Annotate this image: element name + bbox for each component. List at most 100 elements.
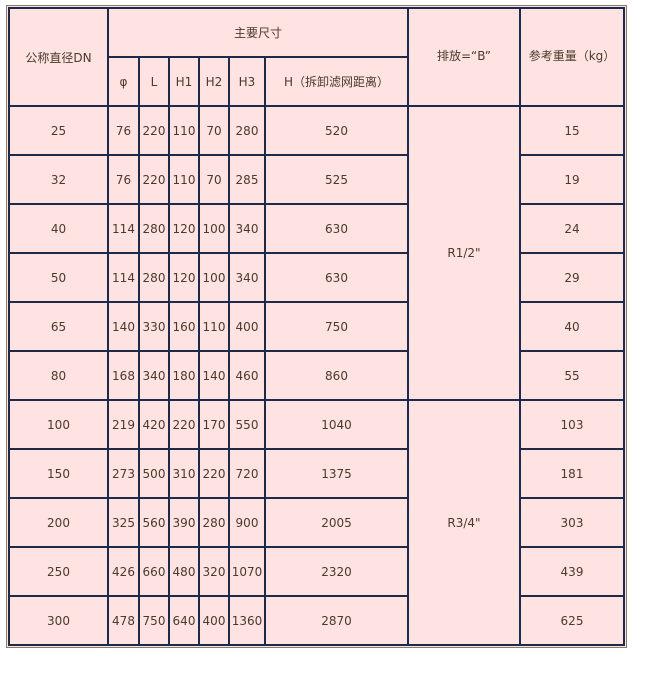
cell-H1: 220 [168,399,200,450]
cell-H2: 400 [198,595,230,646]
table-row: 40 114 280 120 100 340 630 24 [8,203,625,254]
cell-H: 1040 [264,399,409,450]
cell-H3: 285 [228,154,266,205]
cell-phi: 219 [107,399,140,450]
cell-H3: 460 [228,350,266,401]
cell-H3: 1070 [228,546,266,597]
cell-dn: 150 [8,448,109,499]
cell-weight: 29 [519,252,625,303]
cell-H1: 120 [168,252,200,303]
cell-L: 660 [138,546,170,597]
cell-weight: 40 [519,301,625,352]
cell-H1: 480 [168,546,200,597]
cell-H1: 110 [168,105,200,156]
cell-L: 340 [138,350,170,401]
cell-H: 750 [264,301,409,352]
table-row: 250 426 660 480 320 1070 2320 439 [8,546,625,597]
spec-table: 公称直径DN 主要尺寸 排放=“B” 参考重量（kg） φ L H1 H2 H3… [8,7,625,646]
header-dn: 公称直径DN [8,7,109,107]
table-row: 150 273 500 310 220 720 1375 181 [8,448,625,499]
cell-phi: 478 [107,595,140,646]
cell-H: 1375 [264,448,409,499]
table-row: 300 478 750 640 400 1360 2870 625 [8,595,625,646]
cell-L: 750 [138,595,170,646]
header-drain: 排放=“B” [407,7,521,107]
table-row: 32 76 220 110 70 285 525 19 [8,154,625,205]
header-row-2: φ L H1 H2 H3 H（拆卸滤网距离） [9,56,624,107]
cell-L: 560 [138,497,170,548]
table-row: 100 219 420 220 170 550 1040 R3/4" 103 [8,399,625,646]
cell-phi: 168 [107,350,140,401]
cell-phi: 114 [107,252,140,303]
cell-H2: 100 [198,203,230,254]
cell-H2: 170 [198,399,230,450]
cell-H2: 320 [198,546,230,597]
cell-H2: 220 [198,448,230,499]
cell-H: 2320 [264,546,409,597]
cell-phi: 76 [107,105,140,156]
cell-H3: 1360 [228,595,266,646]
table-row: 50 114 280 120 100 340 630 29 [8,252,625,303]
cell-phi: 426 [107,546,140,597]
cell-dn: 25 [8,105,109,156]
table-row: 25 76 220 110 70 280 520 R1/2" 15 [8,105,625,401]
cell-weight: 55 [519,350,625,401]
cell-H2: 100 [198,252,230,303]
cell-L: 500 [138,448,170,499]
cell-L: 280 [138,203,170,254]
cell-L: 420 [138,399,170,450]
cell-phi: 140 [107,301,140,352]
cell-weight: 103 [519,399,625,450]
cell-L: 220 [138,105,170,156]
cell-drain: R1/2" [407,105,521,401]
cell-H2: 70 [198,105,230,156]
header-H3: H3 [228,56,266,107]
cell-phi: 76 [107,154,140,205]
cell-H3: 900 [228,497,266,548]
cell-L: 330 [138,301,170,352]
cell-H: 2005 [264,497,409,548]
cell-dn: 40 [8,203,109,254]
cell-weight: 625 [519,595,625,646]
cell-H3: 340 [228,203,266,254]
cell-dn: 300 [8,595,109,646]
cell-H1: 390 [168,497,200,548]
cell-H: 860 [264,350,409,401]
cell-H3: 280 [228,105,266,156]
cell-weight: 19 [519,154,625,205]
cell-H: 2870 [264,595,409,646]
cell-dn: 250 [8,546,109,597]
cell-H1: 310 [168,448,200,499]
cell-H2: 110 [198,301,230,352]
cell-H3: 340 [228,252,266,303]
cell-phi: 273 [107,448,140,499]
cell-H3: 400 [228,301,266,352]
cell-dn: 100 [8,399,109,450]
cell-H2: 140 [198,350,230,401]
cell-weight: 24 [519,203,625,254]
cell-drain: R3/4" [407,399,521,646]
cell-dn: 65 [8,301,109,352]
table-row: 65 140 330 160 110 400 750 40 [8,301,625,352]
header-H1: H1 [168,56,200,107]
header-H2: H2 [198,56,230,107]
table-row: 80 168 340 180 140 460 860 55 [8,350,625,401]
cell-L: 280 [138,252,170,303]
cell-weight: 15 [519,105,625,156]
cell-phi: 114 [107,203,140,254]
cell-weight: 181 [519,448,625,499]
cell-H1: 160 [168,301,200,352]
header-L: L [138,56,170,107]
spec-table-container: 公称直径DN 主要尺寸 排放=“B” 参考重量（kg） φ L H1 H2 H3… [6,5,627,648]
cell-phi: 325 [107,497,140,548]
cell-H1: 120 [168,203,200,254]
cell-H1: 110 [168,154,200,205]
cell-H: 525 [264,154,409,205]
cell-H: 520 [264,105,409,156]
cell-H3: 720 [228,448,266,499]
cell-H: 630 [264,203,409,254]
cell-dn: 200 [8,497,109,548]
cell-H1: 640 [168,595,200,646]
cell-H3: 550 [228,399,266,450]
cell-dn: 80 [8,350,109,401]
